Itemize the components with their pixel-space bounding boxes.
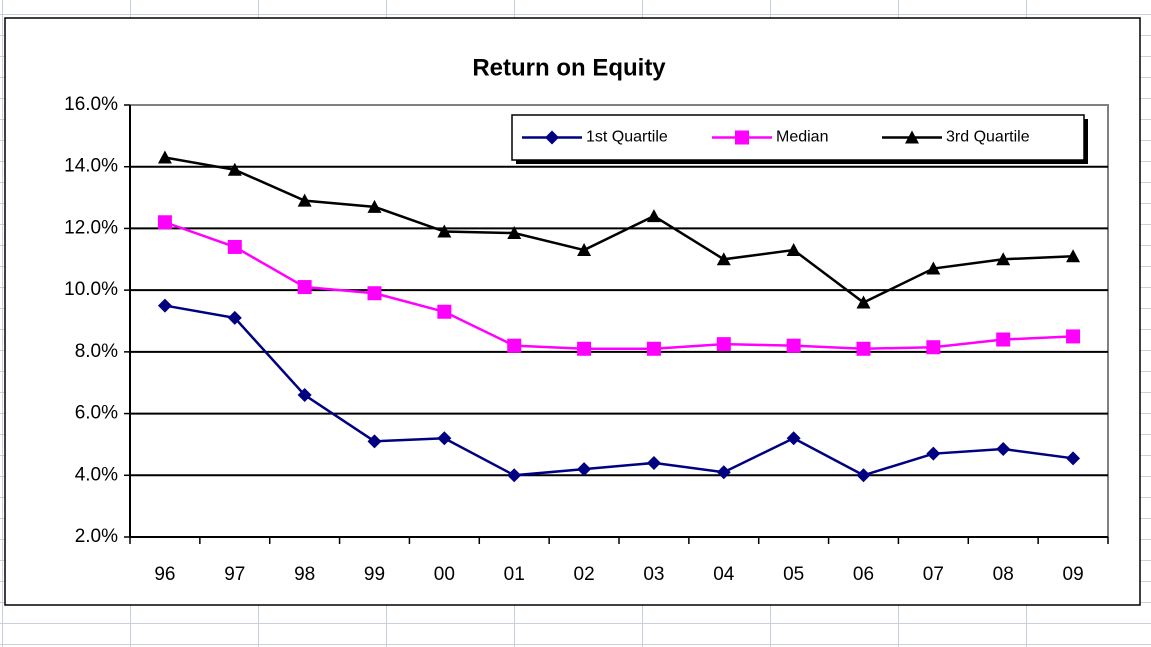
y-tick-label: 2.0% <box>75 526 118 547</box>
x-tick-label: 96 <box>154 564 175 585</box>
x-tick-label: 03 <box>643 564 664 585</box>
series-line <box>164 156 1074 304</box>
point-marker <box>507 226 522 240</box>
point-marker <box>856 341 871 356</box>
point-marker <box>716 337 731 352</box>
point-marker <box>297 388 312 403</box>
legend-marker <box>545 130 559 145</box>
x-tick-label: 08 <box>993 564 1014 585</box>
y-tick-label: 16.0% <box>64 94 118 115</box>
x-tick-label: 98 <box>294 564 315 585</box>
point-marker <box>157 150 172 164</box>
legend-marker <box>905 130 919 144</box>
legend-label: 1st Quartile <box>586 129 668 146</box>
point-marker <box>227 162 242 176</box>
point-marker <box>646 455 661 470</box>
point-marker <box>437 431 452 446</box>
legend <box>511 114 1085 161</box>
series-line <box>164 221 1074 351</box>
point-marker <box>856 295 871 309</box>
x-tick-label: 99 <box>364 564 385 585</box>
point-marker <box>646 209 661 223</box>
point-marker <box>1066 451 1081 466</box>
point-marker <box>716 465 731 480</box>
point-marker <box>367 286 382 301</box>
point-marker <box>507 338 522 353</box>
point-marker <box>786 431 801 446</box>
y-tick-label: 6.0% <box>75 403 118 424</box>
x-tick-label: 01 <box>504 564 525 585</box>
x-tick-label: 06 <box>853 564 874 585</box>
point-marker <box>926 261 941 275</box>
y-tick-label: 4.0% <box>75 464 118 485</box>
x-tick-label: 05 <box>783 564 804 585</box>
point-marker <box>926 446 941 461</box>
point-marker <box>786 243 801 257</box>
chart-title: Return on Equity <box>472 54 666 81</box>
point-marker <box>996 442 1011 457</box>
point-marker <box>577 243 592 257</box>
legend-marker <box>735 130 749 145</box>
x-tick-label: 04 <box>713 564 735 585</box>
point-marker <box>297 280 312 295</box>
point-marker <box>996 332 1011 347</box>
y-tick-label: 12.0% <box>64 217 118 238</box>
y-tick-label: 10.0% <box>64 279 118 300</box>
legend-label: Median <box>776 129 828 146</box>
x-tick-label: 09 <box>1063 564 1084 585</box>
chart-frame <box>4 17 1141 606</box>
point-marker <box>577 462 592 477</box>
x-tick-label: 00 <box>434 564 455 585</box>
legend-label: 3rd Quartile <box>946 129 1030 146</box>
point-marker <box>646 341 661 356</box>
point-marker <box>1066 329 1081 344</box>
point-marker <box>996 252 1011 266</box>
point-marker <box>1066 249 1081 263</box>
plot-border <box>130 104 1109 537</box>
point-marker <box>227 239 242 254</box>
x-tick-label: 07 <box>923 564 944 585</box>
point-marker <box>297 193 312 207</box>
point-marker <box>157 215 172 230</box>
x-tick-label: 97 <box>224 564 245 585</box>
point-marker <box>926 340 941 355</box>
point-marker <box>577 341 592 356</box>
point-marker <box>856 468 871 483</box>
y-tick-label: 14.0% <box>64 156 118 177</box>
point-marker <box>157 298 172 313</box>
point-marker <box>437 224 452 238</box>
point-marker <box>227 310 242 325</box>
point-marker <box>437 304 452 319</box>
y-tick-label: 8.0% <box>75 341 118 362</box>
point-marker <box>716 252 731 266</box>
series-line <box>164 304 1074 477</box>
x-tick-label: 02 <box>574 564 595 585</box>
point-marker <box>507 468 522 483</box>
point-marker <box>367 434 382 449</box>
point-marker <box>786 338 801 353</box>
point-marker <box>367 199 382 213</box>
